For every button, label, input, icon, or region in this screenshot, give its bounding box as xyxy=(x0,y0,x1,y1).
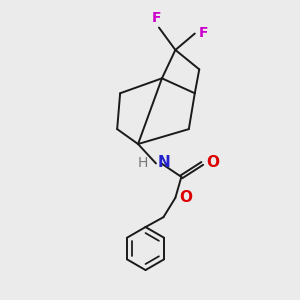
Text: H: H xyxy=(137,156,148,170)
Text: O: O xyxy=(206,155,219,170)
Text: O: O xyxy=(179,190,192,205)
Text: F: F xyxy=(198,26,208,40)
Text: N: N xyxy=(158,155,170,170)
Text: F: F xyxy=(152,11,161,25)
